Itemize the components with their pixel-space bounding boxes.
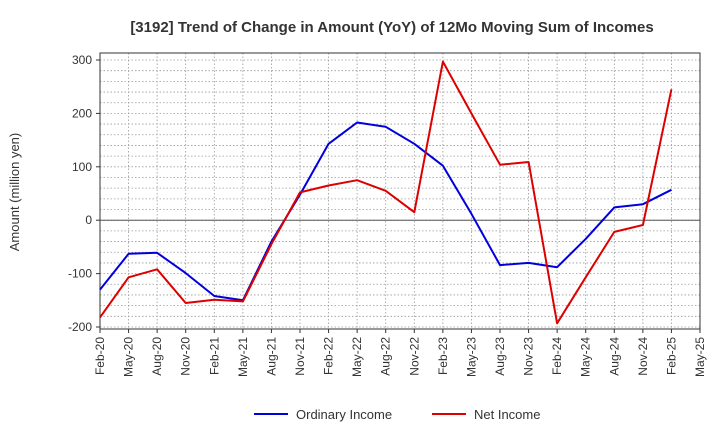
x-tick-label: May-21 [236,337,250,377]
plot-frame [99,52,701,330]
x-tick-label: May-22 [350,337,364,377]
y-tick-label: -200 [68,320,92,334]
x-tick-label: Nov-24 [636,337,650,376]
x-tick-label: Feb-24 [550,337,564,375]
x-tick-label: Aug-22 [379,337,393,376]
x-tick-label: Feb-20 [93,337,107,375]
legend-label: Ordinary Income [296,407,392,422]
y-tick-label: 200 [72,106,92,120]
x-tick-label: Feb-23 [436,337,450,375]
x-tick-label: Nov-22 [407,337,421,376]
grid [99,53,701,329]
y-tick-label: 0 [85,213,92,227]
y-tick-label: 100 [72,160,92,174]
x-tick-label: May-20 [122,337,136,377]
x-tick-label: Aug-23 [493,337,507,376]
x-tick-label: May-25 [693,337,707,377]
x-tick-label: Nov-21 [293,337,307,376]
x-tick-label: May-24 [579,337,593,377]
series-lines [99,60,673,325]
y-axis-label: Amount (million yen) [7,133,22,252]
series-line-0 [99,121,672,302]
series-line-1 [99,60,673,325]
legend: Ordinary Income Net Income [254,407,540,422]
plot-border [99,52,701,330]
y-tick-labels: 300 200 100 0 -100 -200 [68,53,100,334]
x-tick-label: Aug-24 [607,337,621,376]
x-tick-label: Aug-20 [150,337,164,376]
x-tick-label: Nov-20 [179,337,193,376]
x-tick-label: Feb-21 [207,337,221,375]
y-tick-label: -100 [68,267,92,281]
x-tick-label: Feb-25 [664,337,678,375]
chart-title: [3192] Trend of Change in Amount (YoY) o… [130,19,653,36]
x-tick-label: Aug-21 [264,337,278,376]
x-tick-label: May-23 [464,337,478,377]
x-tick-label: Nov-23 [522,337,536,376]
y-tick-label: 300 [72,53,92,67]
legend-label: Net Income [474,407,540,422]
x-tick-label: Feb-22 [322,337,336,375]
x-tick-labels: Feb-20 May-20 Aug-20 Nov-20 Feb-21 May-21 Aug-… [93,329,707,377]
